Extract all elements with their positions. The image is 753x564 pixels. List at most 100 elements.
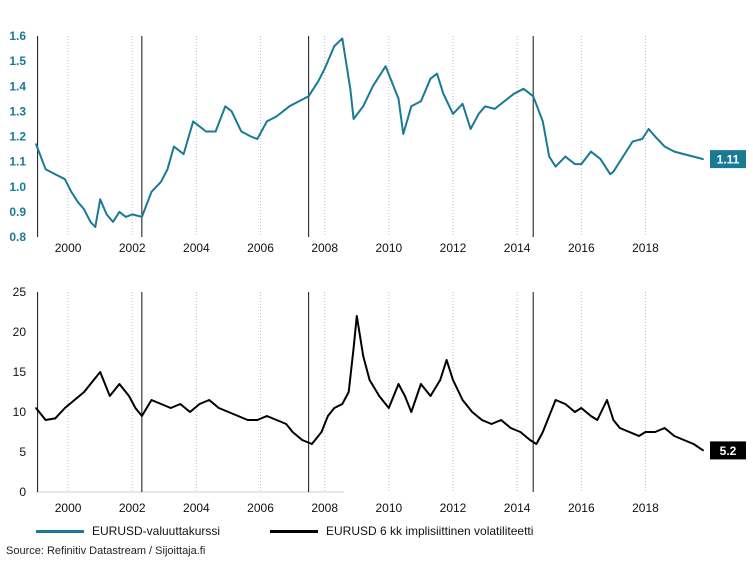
legend-swatch-eurusd — [36, 529, 84, 533]
data-point — [54, 417, 57, 420]
data-point — [548, 415, 551, 417]
data-point — [44, 419, 47, 421]
data-point — [692, 443, 695, 445]
data-point — [92, 379, 95, 381]
data-point — [590, 150, 592, 153]
y-tick-label: 1.2 — [9, 130, 26, 144]
x-tick-label: 2002 — [119, 241, 146, 255]
data-point — [445, 359, 448, 361]
data-point — [372, 85, 374, 88]
data-point — [609, 173, 611, 175]
data-point — [673, 435, 676, 437]
data-point — [654, 135, 656, 138]
data-point — [618, 427, 621, 429]
data-point — [227, 411, 230, 413]
x-tick-label: 2014 — [504, 501, 531, 515]
y-tick-label: 0.8 — [9, 230, 26, 244]
data-point — [596, 419, 599, 421]
data-point — [529, 439, 531, 441]
data-point — [166, 168, 169, 170]
legend-label-eurusd: EURUSD-valuuttakurssi — [92, 524, 221, 538]
data-point — [683, 153, 685, 155]
end-value-label: 1.11 — [717, 153, 740, 167]
data-point — [384, 65, 387, 67]
data-point — [368, 379, 371, 381]
data-point — [134, 407, 137, 409]
data-point — [205, 130, 207, 133]
end-value-badge — [710, 150, 746, 169]
chart-panel-1: 0.8 0.9 1.0 1.1 1.2 1.3 1.4 1.5 1.6 2000 2002 2004 2… — [9, 29, 746, 255]
data-point — [410, 411, 413, 413]
data-point — [311, 443, 313, 445]
data-point — [574, 411, 576, 413]
data-point — [323, 67, 326, 70]
data-point — [362, 105, 364, 108]
data-point — [436, 72, 438, 75]
legend-swatch-volatility — [270, 529, 318, 533]
data-point — [141, 415, 143, 417]
data-point — [641, 138, 644, 140]
data-point — [500, 419, 502, 421]
data-point — [131, 213, 134, 216]
data-point — [89, 221, 92, 223]
data-point — [198, 403, 201, 405]
data-point — [179, 403, 182, 405]
data-point — [94, 226, 97, 228]
data-point — [128, 395, 130, 397]
data-point — [452, 113, 454, 115]
data-point — [208, 399, 211, 401]
data-point — [622, 155, 624, 158]
data-point — [574, 163, 576, 165]
data-point — [256, 138, 259, 140]
data-point — [298, 100, 300, 103]
data-point — [493, 108, 496, 110]
x-tick-label: 2008 — [311, 501, 338, 515]
data-point — [469, 128, 472, 130]
data-point — [352, 118, 355, 120]
data-point — [35, 407, 37, 409]
data-point — [160, 403, 162, 405]
data-point — [429, 77, 432, 80]
data-point — [612, 419, 615, 421]
data-point — [397, 383, 400, 385]
y-tick-label: 0.9 — [9, 205, 26, 219]
data-point — [301, 439, 304, 441]
data-point — [240, 130, 243, 133]
data-point — [564, 403, 567, 405]
data-point — [477, 113, 480, 115]
y-tick-label: 1.5 — [9, 54, 26, 68]
chart-area: 0.8 0.9 1.0 1.1 1.2 1.3 1.4 1.5 1.6 2000 2002 2004 2… — [9, 29, 746, 515]
y-tick-label: 10 — [13, 405, 27, 419]
data-point — [673, 150, 676, 153]
data-point — [397, 98, 400, 100]
data-point — [35, 143, 37, 145]
data-point — [266, 120, 268, 123]
data-point — [612, 170, 615, 173]
data-point — [461, 103, 464, 105]
data-point — [108, 395, 111, 397]
y-tick-label: 5 — [19, 445, 26, 459]
data-point — [44, 168, 47, 170]
y-tick-label: 0 — [19, 485, 26, 499]
data-point — [513, 92, 515, 95]
data-point — [471, 411, 474, 413]
y-tick-label: 1.1 — [9, 155, 26, 169]
data-point — [83, 391, 85, 393]
data-point — [548, 155, 551, 158]
x-tick-label: 2016 — [568, 241, 595, 255]
y-tick-label: 1.0 — [9, 180, 26, 194]
data-point — [663, 427, 666, 429]
data-point — [64, 178, 66, 181]
data-point — [638, 435, 640, 437]
data-point — [542, 120, 544, 123]
data-point — [285, 423, 287, 425]
data-point — [307, 95, 310, 98]
x-tick-label: 2004 — [183, 241, 210, 255]
legend: EURUSD-valuuttakurssi EURUSD 6 kk implis… — [0, 524, 753, 544]
data-point — [692, 155, 695, 158]
data-point — [484, 105, 486, 108]
data-point — [54, 173, 57, 175]
source-note: Source: Refinitiv Datastream / Sijoittaj… — [6, 545, 206, 557]
data-point — [404, 395, 406, 397]
data-point — [490, 423, 493, 425]
